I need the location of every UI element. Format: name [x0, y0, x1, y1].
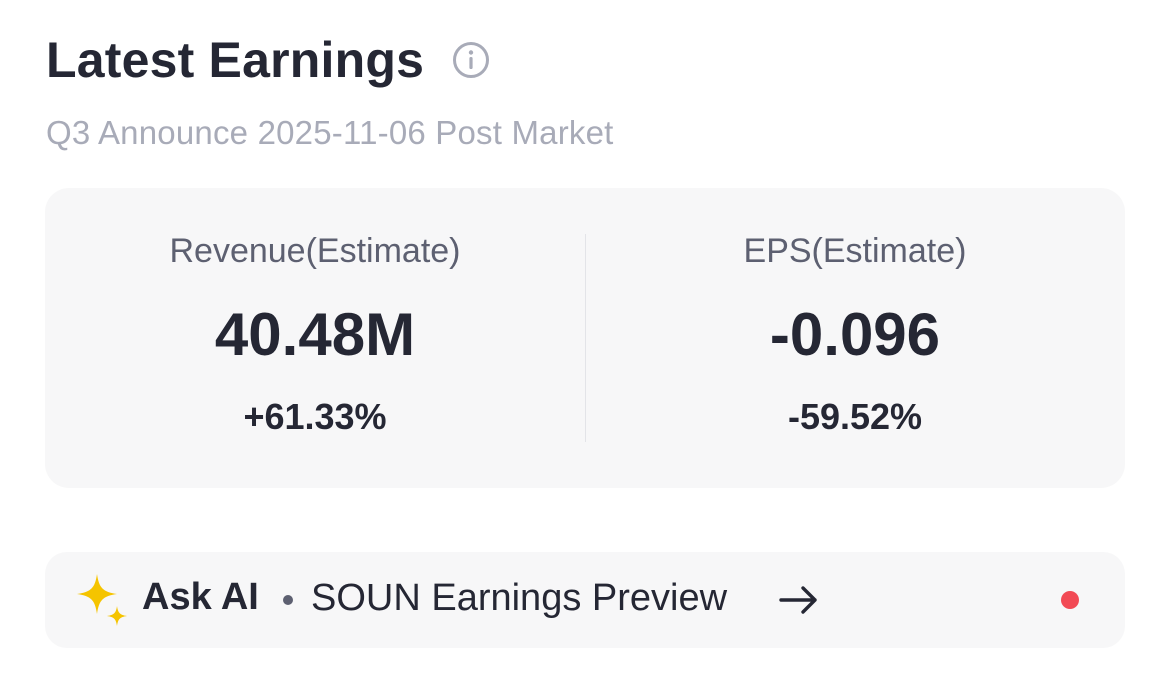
page-title: Latest Earnings	[46, 32, 425, 88]
earnings-preview-text: SOUN Earnings Preview	[311, 577, 728, 619]
header: Latest Earnings	[46, 28, 490, 92]
eps-label: EPS(Estimate)	[743, 232, 967, 270]
revenue-change: +61.33%	[243, 396, 387, 437]
eps-change: -59.52%	[787, 396, 923, 437]
eps-value: -0.096	[769, 301, 941, 368]
announcement-subtitle: Q3 Announce 2025-11-06 Post Market	[46, 114, 614, 151]
info-circle-icon[interactable]	[452, 41, 490, 79]
ask-ai-label: Ask AI	[142, 576, 259, 618]
ask-ai-button[interactable]: Ask AI SOUN Earnings Preview	[45, 552, 1125, 648]
separator-dot	[283, 595, 293, 605]
metric-divider	[585, 234, 586, 442]
metrics-panel: Revenue(Estimate) 40.48M +61.33% EPS(Est…	[45, 188, 1125, 488]
revenue-metric: Revenue(Estimate) 40.48M +61.33%	[45, 188, 585, 488]
sparkle-icon	[73, 572, 131, 630]
revenue-value: 40.48M	[214, 301, 416, 368]
arrow-right-icon	[777, 582, 821, 618]
eps-metric: EPS(Estimate) -0.096 -59.52%	[585, 188, 1125, 488]
revenue-label: Revenue(Estimate)	[169, 232, 461, 270]
notification-dot	[1061, 591, 1079, 609]
